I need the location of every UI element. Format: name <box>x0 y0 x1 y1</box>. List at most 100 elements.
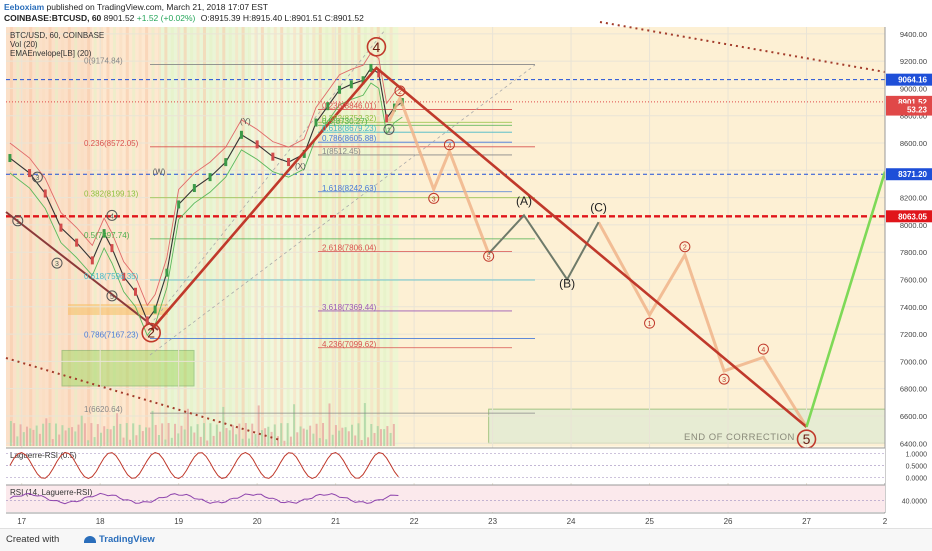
volume-bar <box>318 438 321 446</box>
volume-bar <box>206 440 209 446</box>
price-line <box>9 67 403 322</box>
volume-bar <box>109 429 112 446</box>
volume-bar <box>283 440 286 446</box>
volume-bar <box>260 430 263 446</box>
session-stripe <box>241 27 245 446</box>
volume-bar <box>389 432 392 446</box>
price-marker-3: 8371.20 <box>898 170 927 179</box>
volume-bar <box>93 437 96 446</box>
volume-bar <box>254 434 257 446</box>
volume-bar <box>177 433 180 446</box>
volume-bar <box>212 435 215 446</box>
price-tick-8: 8000.00 <box>900 221 927 230</box>
wave-circle-19 <box>141 322 161 343</box>
price-tick-12: 8800.00 <box>900 112 927 121</box>
fib-left-label-5: 0.786(7167.23) <box>84 331 139 340</box>
symbol-line: COINBASE:BTCUSD, 60 8901.52 +1.52 (+0.02… <box>4 13 364 23</box>
volume-bar <box>251 423 254 446</box>
wave-label-14: 3 <box>35 175 39 182</box>
volume-bar <box>90 423 93 446</box>
volume-bar <box>264 428 267 446</box>
volume-bar <box>167 423 170 446</box>
candle <box>369 63 373 72</box>
volume-bar <box>157 435 160 446</box>
volume-bar <box>96 424 99 446</box>
volume-bar <box>334 425 337 446</box>
volume-bar <box>74 431 77 446</box>
volume-bar <box>231 425 234 446</box>
indicator-tick-0-1: 0.5000 <box>906 464 928 471</box>
session-stripe <box>338 27 342 446</box>
volume-bar <box>80 415 83 446</box>
author-link[interactable]: Eeboxiam <box>4 2 45 12</box>
session-band-5 <box>398 27 885 446</box>
candle <box>338 85 342 94</box>
tradingview-logo[interactable]: TradingView <box>84 534 155 545</box>
volume-bar <box>228 430 231 446</box>
candle <box>224 158 228 167</box>
volume-bar <box>164 439 167 446</box>
price-marker-0: 9064.16 <box>898 76 927 85</box>
wave-label-20: (W) <box>153 167 166 176</box>
session-stripe <box>389 27 393 446</box>
volume-bar <box>367 437 370 446</box>
candle <box>145 316 149 325</box>
candle <box>287 158 291 167</box>
wave-label-10: 2 <box>683 245 687 252</box>
volume-bar <box>35 425 38 446</box>
volume-bar <box>267 426 270 446</box>
volume-bar <box>180 425 183 446</box>
volume-bar <box>305 429 308 446</box>
price-chart[interactable]: 0(9174.84) 0.236(8572.05) 0.382(8199.13) 0.… <box>0 0 932 528</box>
price-marker-bg-3 <box>886 168 932 181</box>
session-stripe <box>29 27 33 446</box>
wave-label-18: 5 <box>110 294 114 301</box>
volume-bar <box>383 429 386 446</box>
session-stripe <box>363 27 367 446</box>
volume-bar <box>199 436 202 446</box>
indicator-pane-1 <box>6 485 885 512</box>
wave-label-15: 1 <box>16 219 20 226</box>
volume-bar <box>71 427 74 446</box>
wave-circle-2 <box>383 123 395 135</box>
volume-bar <box>379 429 382 446</box>
wave-label-21: (Y) <box>240 117 251 126</box>
wave-label-3: 4 <box>447 143 451 150</box>
wave-circle-16 <box>51 257 63 269</box>
ohlc-values: O:8915.39 H:8915.40 L:8901.51 C:8901.52 <box>200 13 364 23</box>
support-zone <box>61 349 195 387</box>
volume-bar <box>193 432 196 446</box>
volume-bar <box>100 432 103 446</box>
indicator-tick-1-0: 40.0000 <box>902 499 927 506</box>
volume-bar <box>270 431 273 446</box>
session-stripe <box>132 27 136 446</box>
session-stripe <box>331 27 335 446</box>
projected-subwaves-late <box>597 221 808 428</box>
downtrend-line <box>5 211 159 331</box>
session-stripe <box>80 27 84 446</box>
session-stripe <box>22 27 26 446</box>
wave-circle-10 <box>679 241 691 253</box>
volume-bar <box>112 425 115 446</box>
candle <box>271 152 275 161</box>
volume-bar <box>116 413 119 446</box>
wave-label-11: 3 <box>722 377 726 384</box>
price-marker-4: 8063.05 <box>898 212 927 221</box>
wave-circle-15 <box>12 215 24 227</box>
price-tick-14: 9200.00 <box>900 57 927 66</box>
tradingview-brand: TradingView <box>99 534 155 545</box>
published-text: published on TradingView.com, March 21, … <box>46 2 268 12</box>
volume-bar <box>58 434 61 446</box>
wave-label-4: 3 <box>432 196 436 203</box>
session-stripe <box>170 27 174 446</box>
volume-bar <box>235 434 238 446</box>
price-tick-0: 6400.00 <box>900 439 927 448</box>
volume-bar <box>322 423 325 446</box>
volume-bar <box>363 403 366 446</box>
session-stripe <box>305 27 309 446</box>
price-tick-4: 7200.00 <box>900 330 927 339</box>
volume-bar <box>67 427 70 446</box>
session-stripe <box>235 27 239 446</box>
footer: Created with TradingView <box>0 528 932 551</box>
